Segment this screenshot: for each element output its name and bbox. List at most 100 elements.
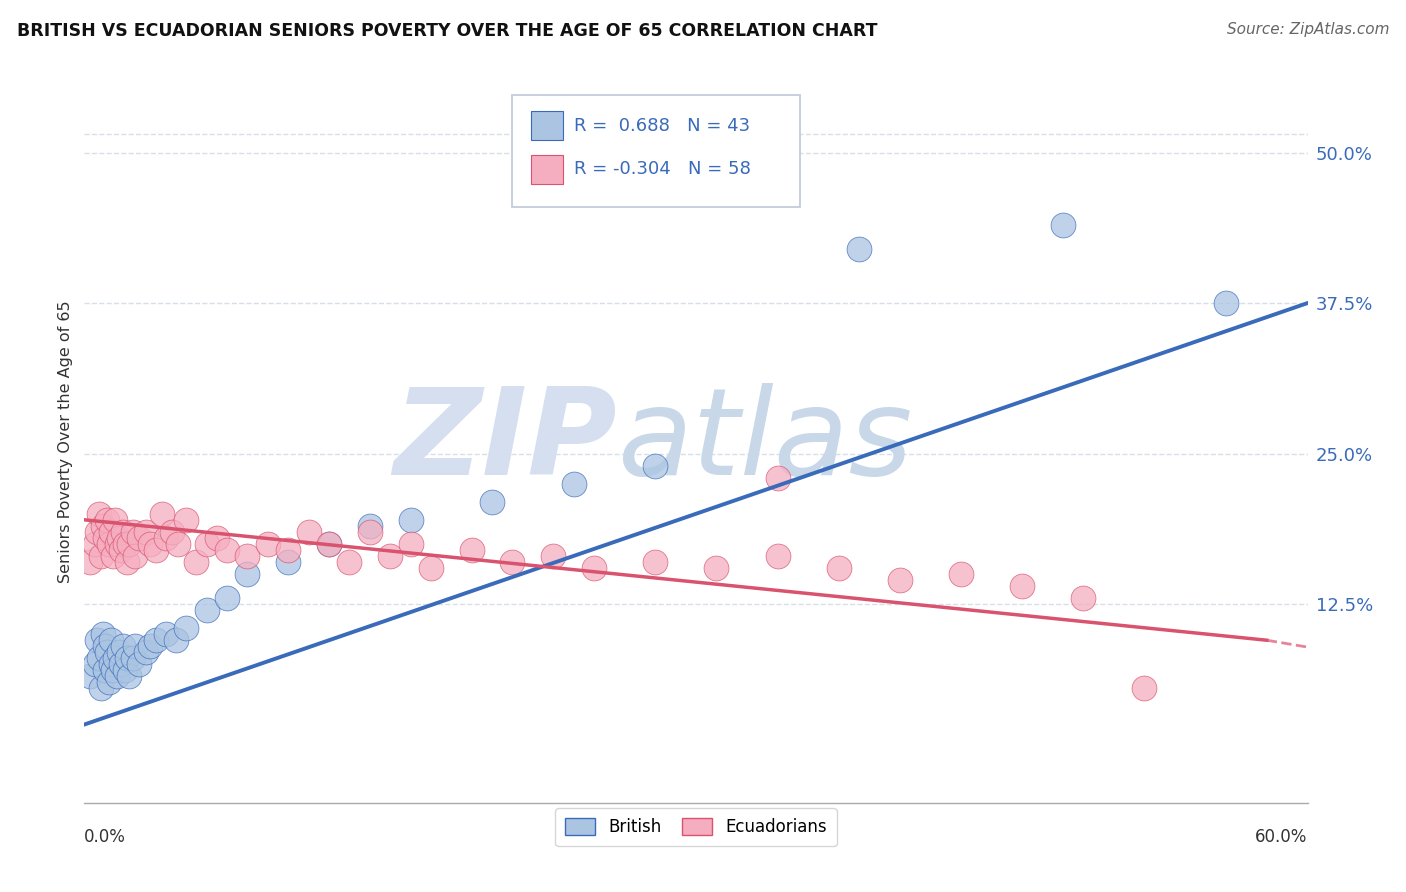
Point bbox=[86, 633, 108, 648]
Point bbox=[79, 555, 101, 569]
Point bbox=[138, 639, 160, 653]
Point bbox=[155, 627, 177, 641]
Point bbox=[318, 537, 340, 551]
Point bbox=[562, 476, 585, 491]
Point bbox=[105, 537, 128, 551]
Point bbox=[110, 657, 132, 672]
Point bbox=[318, 537, 340, 551]
Point bbox=[122, 651, 145, 665]
Point bbox=[122, 524, 145, 539]
Point bbox=[135, 524, 157, 539]
Point bbox=[257, 537, 280, 551]
Point bbox=[950, 567, 973, 582]
Point bbox=[124, 549, 146, 563]
Point bbox=[100, 657, 122, 672]
Point bbox=[174, 513, 197, 527]
Point bbox=[186, 555, 208, 569]
Point bbox=[97, 675, 120, 690]
Point bbox=[100, 633, 122, 648]
Point bbox=[195, 537, 218, 551]
Point bbox=[167, 537, 190, 551]
Point bbox=[114, 664, 136, 678]
Point bbox=[583, 561, 606, 575]
Point bbox=[135, 645, 157, 659]
Point bbox=[298, 524, 321, 539]
Point bbox=[79, 669, 101, 683]
Point bbox=[91, 519, 114, 533]
Point bbox=[481, 494, 503, 508]
Point bbox=[1052, 218, 1074, 232]
Point bbox=[706, 561, 728, 575]
Point bbox=[359, 519, 381, 533]
Point bbox=[889, 573, 911, 587]
FancyBboxPatch shape bbox=[531, 154, 562, 184]
Point bbox=[93, 664, 115, 678]
Point bbox=[195, 603, 218, 617]
Point bbox=[1133, 681, 1156, 696]
Point bbox=[848, 242, 870, 256]
Point bbox=[112, 524, 135, 539]
Text: 60.0%: 60.0% bbox=[1256, 828, 1308, 847]
Point bbox=[128, 657, 150, 672]
Text: ZIP: ZIP bbox=[392, 383, 616, 500]
Point bbox=[118, 537, 141, 551]
Y-axis label: Seniors Poverty Over the Age of 65: Seniors Poverty Over the Age of 65 bbox=[58, 301, 73, 582]
Point bbox=[87, 507, 110, 521]
Text: Source: ZipAtlas.com: Source: ZipAtlas.com bbox=[1226, 22, 1389, 37]
Point bbox=[399, 513, 422, 527]
Point bbox=[124, 639, 146, 653]
Point bbox=[236, 567, 259, 582]
Point bbox=[150, 507, 173, 521]
Point bbox=[1011, 579, 1033, 593]
Point bbox=[91, 627, 114, 641]
Point bbox=[359, 524, 381, 539]
Point bbox=[108, 531, 131, 545]
Point bbox=[86, 524, 108, 539]
Point bbox=[155, 531, 177, 545]
Point bbox=[138, 537, 160, 551]
Point bbox=[93, 531, 115, 545]
Point bbox=[87, 651, 110, 665]
Text: R =  0.688   N = 43: R = 0.688 N = 43 bbox=[574, 117, 749, 135]
Point bbox=[217, 591, 239, 606]
Point bbox=[90, 681, 112, 696]
Point bbox=[100, 524, 122, 539]
Point bbox=[828, 561, 851, 575]
Text: 0.0%: 0.0% bbox=[84, 828, 127, 847]
Point bbox=[101, 549, 124, 563]
Point bbox=[766, 549, 789, 563]
Point bbox=[101, 664, 124, 678]
Point bbox=[420, 561, 443, 575]
Point bbox=[97, 537, 120, 551]
Text: BRITISH VS ECUADORIAN SENIORS POVERTY OVER THE AGE OF 65 CORRELATION CHART: BRITISH VS ECUADORIAN SENIORS POVERTY OV… bbox=[17, 22, 877, 40]
Point bbox=[104, 513, 127, 527]
Text: atlas: atlas bbox=[617, 383, 912, 500]
Point bbox=[93, 639, 115, 653]
Point bbox=[118, 669, 141, 683]
Point bbox=[128, 531, 150, 545]
Point bbox=[105, 669, 128, 683]
Point bbox=[115, 555, 138, 569]
Point bbox=[115, 651, 138, 665]
Point bbox=[205, 531, 228, 545]
Point bbox=[766, 471, 789, 485]
Point bbox=[145, 542, 167, 557]
Point bbox=[83, 537, 105, 551]
Point bbox=[380, 549, 402, 563]
Point bbox=[339, 555, 361, 569]
Point bbox=[114, 537, 136, 551]
FancyBboxPatch shape bbox=[531, 112, 562, 140]
Point bbox=[96, 645, 118, 659]
Point bbox=[644, 458, 666, 473]
Point bbox=[96, 513, 118, 527]
Point bbox=[1073, 591, 1095, 606]
Point bbox=[160, 524, 183, 539]
Point bbox=[399, 537, 422, 551]
Point bbox=[112, 639, 135, 653]
Point bbox=[461, 542, 484, 557]
Point bbox=[108, 645, 131, 659]
Point bbox=[277, 542, 299, 557]
Text: R = -0.304   N = 58: R = -0.304 N = 58 bbox=[574, 161, 751, 178]
Legend: British, Ecuadorians: British, Ecuadorians bbox=[555, 808, 837, 847]
Point bbox=[165, 633, 187, 648]
